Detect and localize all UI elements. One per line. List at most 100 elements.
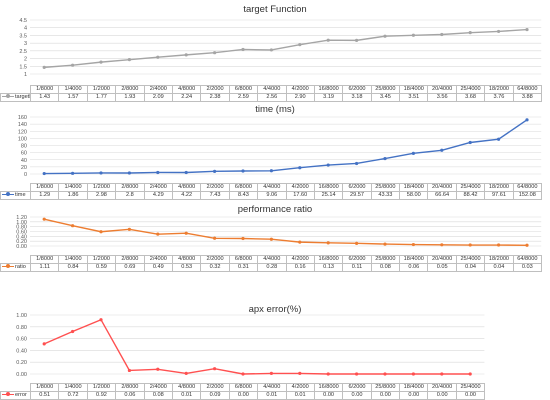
data-point xyxy=(42,65,46,69)
data-point xyxy=(440,32,444,37)
data-value: 2.8 xyxy=(115,191,145,200)
category-row: 1/8000 1/4000 1/2000 2/8000 2/4000 4/8000 2/20… xyxy=(1,85,543,94)
category-label: 4/2000 xyxy=(285,85,315,94)
data-point xyxy=(156,170,160,175)
data-point xyxy=(99,230,103,234)
data-value: 88.42 xyxy=(455,191,486,200)
y-tick-label: 20 xyxy=(21,165,27,171)
category-label: 1/8000 xyxy=(29,255,60,264)
data-value: 1.11 xyxy=(29,263,60,272)
data-value: 7.43 xyxy=(200,191,230,200)
data-value: 0.03 xyxy=(512,263,543,272)
category-label: 2/2000 xyxy=(200,383,230,392)
category-label: 20/4000 xyxy=(427,383,457,392)
category-label: 20/4000 xyxy=(427,85,457,94)
category-label: 18/4000 xyxy=(399,85,429,94)
category-label: 2/2000 xyxy=(200,85,230,94)
series-line xyxy=(44,28,528,69)
data-value: 0.01 xyxy=(171,391,202,400)
data-point xyxy=(468,372,472,376)
data-value: 0.08 xyxy=(143,391,173,400)
data-point xyxy=(497,243,501,247)
data-point xyxy=(468,140,472,145)
data-value: 0.01 xyxy=(257,391,287,400)
category-label: 1/4000 xyxy=(58,183,88,192)
data-value: 97.61 xyxy=(484,191,514,200)
category-label: 6/2000 xyxy=(342,383,372,392)
corner-cell xyxy=(1,384,31,392)
data-value: 0.04 xyxy=(455,263,486,272)
data-value: 9.06 xyxy=(257,191,287,200)
data-value: 66.64 xyxy=(427,191,457,200)
category-label: 25/8000 xyxy=(370,255,401,264)
data-point xyxy=(269,371,273,376)
data-value: 0.00 xyxy=(427,391,457,400)
category-label: 4/4000 xyxy=(257,85,287,94)
data-point xyxy=(525,243,529,247)
data-value: 0.13 xyxy=(313,263,344,272)
data-value: 0.00 xyxy=(455,391,486,400)
data-point xyxy=(298,240,302,244)
legend-dot xyxy=(6,264,10,269)
category-label: 18/4000 xyxy=(399,255,429,264)
data-point xyxy=(156,55,160,59)
category-row: 1/8000 1/4000 1/2000 2/8000 2/4000 4/8000 2/20… xyxy=(1,255,543,264)
data-point xyxy=(213,169,217,173)
category-label: 2/2000 xyxy=(200,255,230,264)
y-tick-label: 0.40 xyxy=(16,234,27,240)
category-label: 2/8000 xyxy=(115,383,145,392)
data-point xyxy=(440,372,444,376)
y-tick-label: 100 xyxy=(18,136,27,142)
data-value: 0.28 xyxy=(257,263,287,272)
legend-marker xyxy=(2,94,14,100)
category-label: 25/4000 xyxy=(455,255,486,264)
data-value: 58.00 xyxy=(399,191,429,200)
data-value: 0.53 xyxy=(171,263,202,272)
data-point xyxy=(411,151,415,155)
data-point xyxy=(42,342,46,346)
category-label: 1/2000 xyxy=(86,383,117,392)
data-value: 0.06 xyxy=(399,263,429,272)
category-label: 18/2000 xyxy=(484,255,514,264)
y-tick-label: 40 xyxy=(21,158,27,164)
legend-marker xyxy=(2,392,14,398)
data-point xyxy=(241,169,245,173)
category-label: 16/8000 xyxy=(313,85,344,94)
chart-title: apx error(%) xyxy=(248,304,302,315)
data-value: 0.92 xyxy=(86,391,117,400)
data-point xyxy=(42,171,46,176)
data-value: 25.14 xyxy=(313,191,344,200)
legend-label: time xyxy=(15,192,26,199)
data-point xyxy=(269,237,273,241)
data-value: 0.69 xyxy=(115,263,145,272)
data-point xyxy=(525,118,529,122)
legend-dot xyxy=(6,94,10,99)
data-point xyxy=(411,372,415,376)
data-value: 0.84 xyxy=(58,263,88,272)
category-label: 1/4000 xyxy=(58,383,88,392)
data-value: 0.16 xyxy=(285,263,315,272)
y-tick-label: 0.60 xyxy=(16,337,27,343)
data-point xyxy=(497,29,501,34)
data-point xyxy=(383,34,387,38)
data-point xyxy=(241,372,245,376)
data-value: 0.59 xyxy=(86,263,117,272)
data-value: 4.29 xyxy=(143,191,173,200)
data-point xyxy=(71,171,75,175)
category-label: 4/4000 xyxy=(257,255,287,264)
chart-title: target Function xyxy=(243,4,307,15)
category-label: 16/8000 xyxy=(313,255,344,264)
y-tick-label: 2.5 xyxy=(19,49,27,55)
data-value: 43.33 xyxy=(370,191,401,200)
category-label: 4/2000 xyxy=(285,255,315,264)
category-label: 4/8000 xyxy=(171,383,202,392)
chart-target-function: target Function 1 1.5 2 2.5 3 3.5 4 4.5 1/8000 1… xyxy=(0,0,550,102)
data-value: 0.00 xyxy=(228,391,259,400)
data-point xyxy=(127,171,131,175)
data-value: 0.00 xyxy=(370,391,401,400)
data-point xyxy=(156,367,160,371)
series-line xyxy=(44,119,528,175)
data-point xyxy=(71,63,75,67)
data-value: 0.00 xyxy=(399,391,429,400)
